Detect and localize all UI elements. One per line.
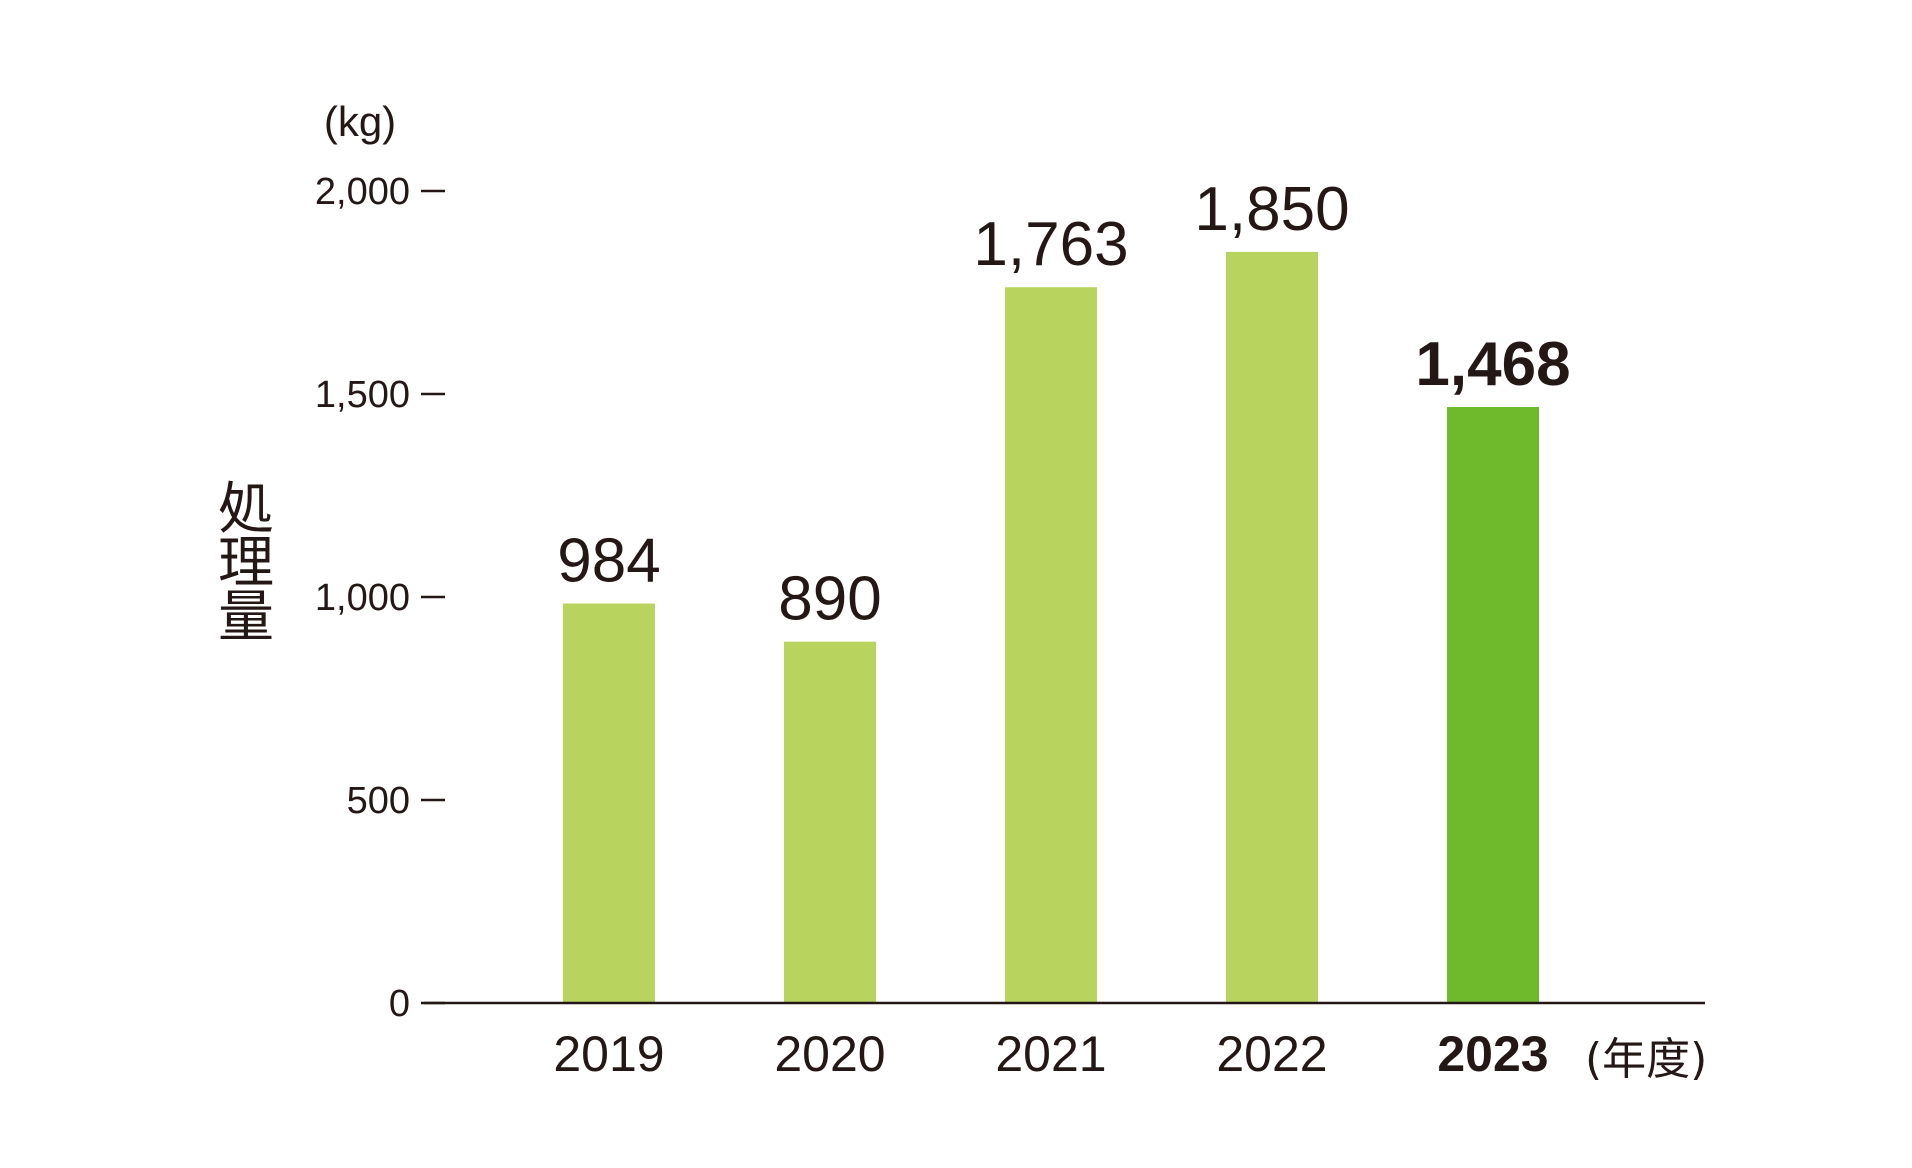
value-label-2019: 984 [557, 526, 660, 595]
bar-2023 [1447, 406, 1539, 1003]
value-labels: 984 890 1,763 1,850 1,468 [557, 175, 1570, 634]
value-label-2020: 890 [778, 565, 881, 634]
value-label-2022: 1,850 [1194, 175, 1349, 244]
y-tick-label: 500 [347, 780, 410, 822]
bar-2020 [784, 641, 876, 1003]
y-axis-unit: (kg) [324, 98, 396, 145]
y-axis-title-char: 理 [218, 531, 274, 596]
bar-2021 [1005, 287, 1097, 1003]
x-axis-unit: (年度) [1585, 1034, 1707, 1085]
y-tick-label: 0 [389, 983, 410, 1025]
bar-2019 [563, 603, 655, 1003]
y-axis-title: 処理量 [218, 477, 274, 650]
x-tick-label-2022: 2022 [1216, 1026, 1327, 1082]
x-tick-label-2023: 2023 [1437, 1026, 1548, 1082]
bars [563, 251, 1539, 1003]
y-axis: 0 500 1,000 1,500 2,000 [315, 171, 445, 1025]
y-axis-title-char: 処 [218, 477, 274, 542]
x-tick-label-2019: 2019 [553, 1026, 664, 1082]
x-tick-label-2020: 2020 [774, 1026, 885, 1082]
y-tick-label: 1,500 [315, 374, 410, 416]
bar-2022 [1226, 251, 1318, 1003]
x-axis: 2019 2020 2021 2022 2023 [424, 1001, 1705, 1082]
y-tick-label: 2,000 [315, 171, 410, 213]
value-label-2021: 1,763 [973, 210, 1128, 279]
y-axis-title-char: 量 [218, 585, 274, 650]
y-tick-label: 1,000 [315, 577, 410, 619]
x-tick-label-2021: 2021 [995, 1026, 1106, 1082]
value-label-2023: 1,468 [1415, 330, 1570, 399]
